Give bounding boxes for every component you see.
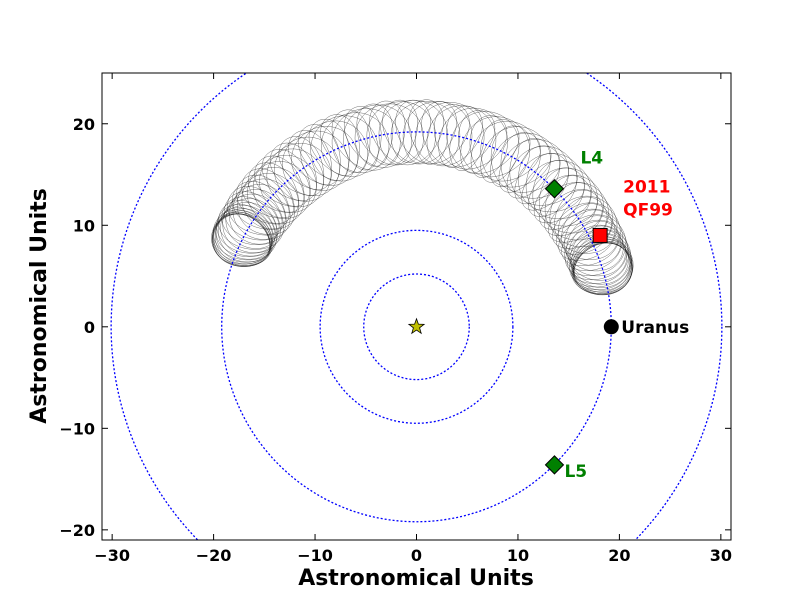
y-tick-label: 0: [84, 318, 95, 337]
axis-ticks: −30 −20 −10 0 10 20 30 −20 −10 0 10 20: [59, 73, 732, 565]
uranus-label: Uranus: [621, 318, 689, 338]
qf99-square-marker: [592, 227, 608, 243]
planet-orbits: [110, 73, 723, 540]
annotation-labels: Uranus L4 L5 2011 QF99: [564, 149, 689, 482]
x-tick-label: 0: [411, 546, 422, 565]
y-tick-label: 20: [73, 115, 95, 134]
y-axis-label: Astronomical Units: [27, 188, 52, 424]
y-tick-label: 10: [73, 216, 95, 235]
qf99-label-line: QF99: [623, 200, 673, 220]
trajectory-path: [211, 99, 634, 296]
l5-label: L5: [564, 462, 587, 482]
plot-area: [110, 73, 723, 540]
orbit-circle: [363, 273, 470, 381]
l4-diamond-marker: [544, 179, 565, 199]
x-tick-label: 30: [710, 546, 732, 565]
l5-diamond-marker: [544, 455, 565, 475]
x-tick-label: −10: [297, 546, 333, 565]
y-tick-label: −20: [59, 521, 95, 540]
orbit-circle: [319, 229, 514, 424]
plot-frame: [101, 72, 732, 541]
object-markers: [407, 179, 619, 475]
x-tick-label: −20: [196, 546, 232, 565]
y-tick-label: −10: [59, 419, 95, 438]
l4-label: L4: [580, 149, 603, 169]
sun-star-marker: [407, 317, 426, 335]
orbit-circle: [110, 73, 723, 540]
x-tick-label: −30: [94, 546, 130, 565]
trajectory-swarm: [211, 99, 634, 296]
x-tick-label: 20: [608, 546, 630, 565]
qf99-label-line: 2011: [623, 177, 670, 197]
x-axis-label: Astronomical Units: [298, 566, 534, 591]
uranus-marker: [603, 319, 619, 335]
x-tick-label: 10: [507, 546, 529, 565]
